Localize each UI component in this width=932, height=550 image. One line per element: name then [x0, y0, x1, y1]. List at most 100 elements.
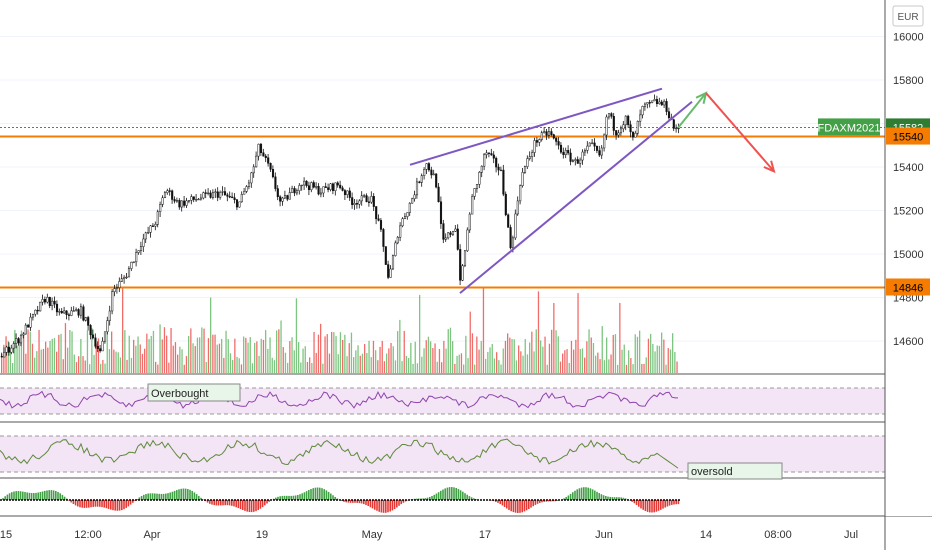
candle [24, 324, 27, 335]
hist-bar [136, 499, 138, 501]
oscillator-1-panel: Overbought50.00 [0, 383, 921, 415]
time-axis[interactable]: 15 12:00 Apr 19 May 17 Jun 14 08:00 Jul [0, 529, 858, 541]
volume-bar [500, 364, 502, 373]
candle [17, 338, 20, 344]
hist-bar [13, 491, 15, 501]
volume-bar [515, 360, 518, 373]
hist-bar [242, 500, 244, 510]
trend-drawings[interactable] [409, 87, 776, 294]
volume-bar [1, 354, 3, 373]
candle [382, 229, 385, 247]
volume-bar [645, 357, 647, 373]
volume-bar [599, 359, 601, 373]
candle [36, 309, 39, 312]
candle [351, 197, 354, 205]
candle [247, 182, 251, 187]
candle [499, 169, 503, 172]
candle [593, 142, 596, 147]
hist-bar [506, 500, 508, 509]
candle [303, 180, 306, 186]
volume-bar [641, 363, 643, 373]
candle [627, 115, 630, 125]
candle [521, 172, 524, 187]
volume-bar [551, 329, 553, 373]
wedge-line-1[interactable] [409, 87, 663, 166]
volume-bar [493, 358, 496, 373]
hist-bar [341, 500, 343, 501]
candle [111, 291, 114, 312]
volume-bar [276, 330, 278, 373]
candle [226, 194, 229, 197]
volume-bar [71, 331, 73, 373]
candle [559, 144, 563, 153]
hist-bar [162, 493, 165, 500]
candle [389, 268, 392, 278]
hist-bar [596, 491, 598, 500]
volume-bar [289, 341, 291, 373]
projection-arrow-2[interactable] [705, 92, 775, 173]
volume-bar [601, 326, 603, 373]
volume-bar [623, 344, 625, 373]
candle [569, 152, 572, 162]
volume-bar [317, 334, 320, 373]
hist-bar [22, 491, 24, 500]
volume-bar [445, 348, 447, 373]
volume-bar [419, 294, 421, 373]
candle [199, 197, 203, 200]
candle [106, 320, 109, 333]
volume-bar [179, 346, 181, 373]
hist-bar [325, 490, 328, 500]
volume-bar [174, 342, 177, 373]
volume-bar [258, 355, 260, 373]
price-grid [0, 36, 885, 342]
volume-bar [29, 331, 31, 373]
hist-bar [44, 490, 46, 500]
volume-bar [265, 330, 267, 373]
currency-button[interactable]: EUR [892, 5, 924, 27]
volume-bar [416, 363, 419, 373]
osc1-line [0, 390, 678, 409]
volume-bar [337, 354, 339, 373]
volume-bar [223, 357, 225, 373]
candle [466, 229, 469, 252]
volume-bar [603, 360, 606, 373]
instrument-tag [818, 118, 880, 136]
candle [197, 198, 200, 201]
hist-bar [543, 500, 545, 502]
projection-arrow-1[interactable] [677, 92, 707, 129]
volume-bar [610, 354, 612, 373]
candle [480, 165, 483, 173]
volume-bar [399, 319, 401, 373]
volume-bar [628, 350, 630, 373]
candle [120, 278, 123, 282]
hist-bar [257, 500, 259, 510]
candle [5, 346, 8, 353]
hist-bar [151, 493, 154, 501]
candle [185, 200, 188, 206]
hist-bar [442, 489, 444, 501]
volume-bar [130, 357, 133, 373]
price-axis-background[interactable] [885, 0, 932, 516]
candle [70, 310, 73, 316]
hist-bar [580, 487, 583, 500]
hist-bar [451, 487, 453, 501]
candle [307, 185, 311, 190]
hist-bar [266, 500, 268, 504]
volume-bar [432, 348, 434, 373]
volume-bar [124, 330, 126, 373]
candle [375, 206, 378, 220]
hist-bar [415, 498, 418, 501]
hist-bar [532, 500, 534, 507]
candle [331, 183, 335, 191]
time-tick-label: 08:00 [764, 529, 792, 541]
volume-bar [170, 328, 172, 373]
wedge-line-2[interactable] [459, 100, 693, 294]
candle [531, 152, 534, 157]
volume-bar [295, 298, 298, 373]
hist-bar [567, 495, 570, 500]
candle [591, 142, 594, 144]
candle [648, 102, 651, 104]
hist-bar [250, 500, 253, 513]
candle [67, 314, 71, 316]
hist-bar [514, 500, 517, 513]
